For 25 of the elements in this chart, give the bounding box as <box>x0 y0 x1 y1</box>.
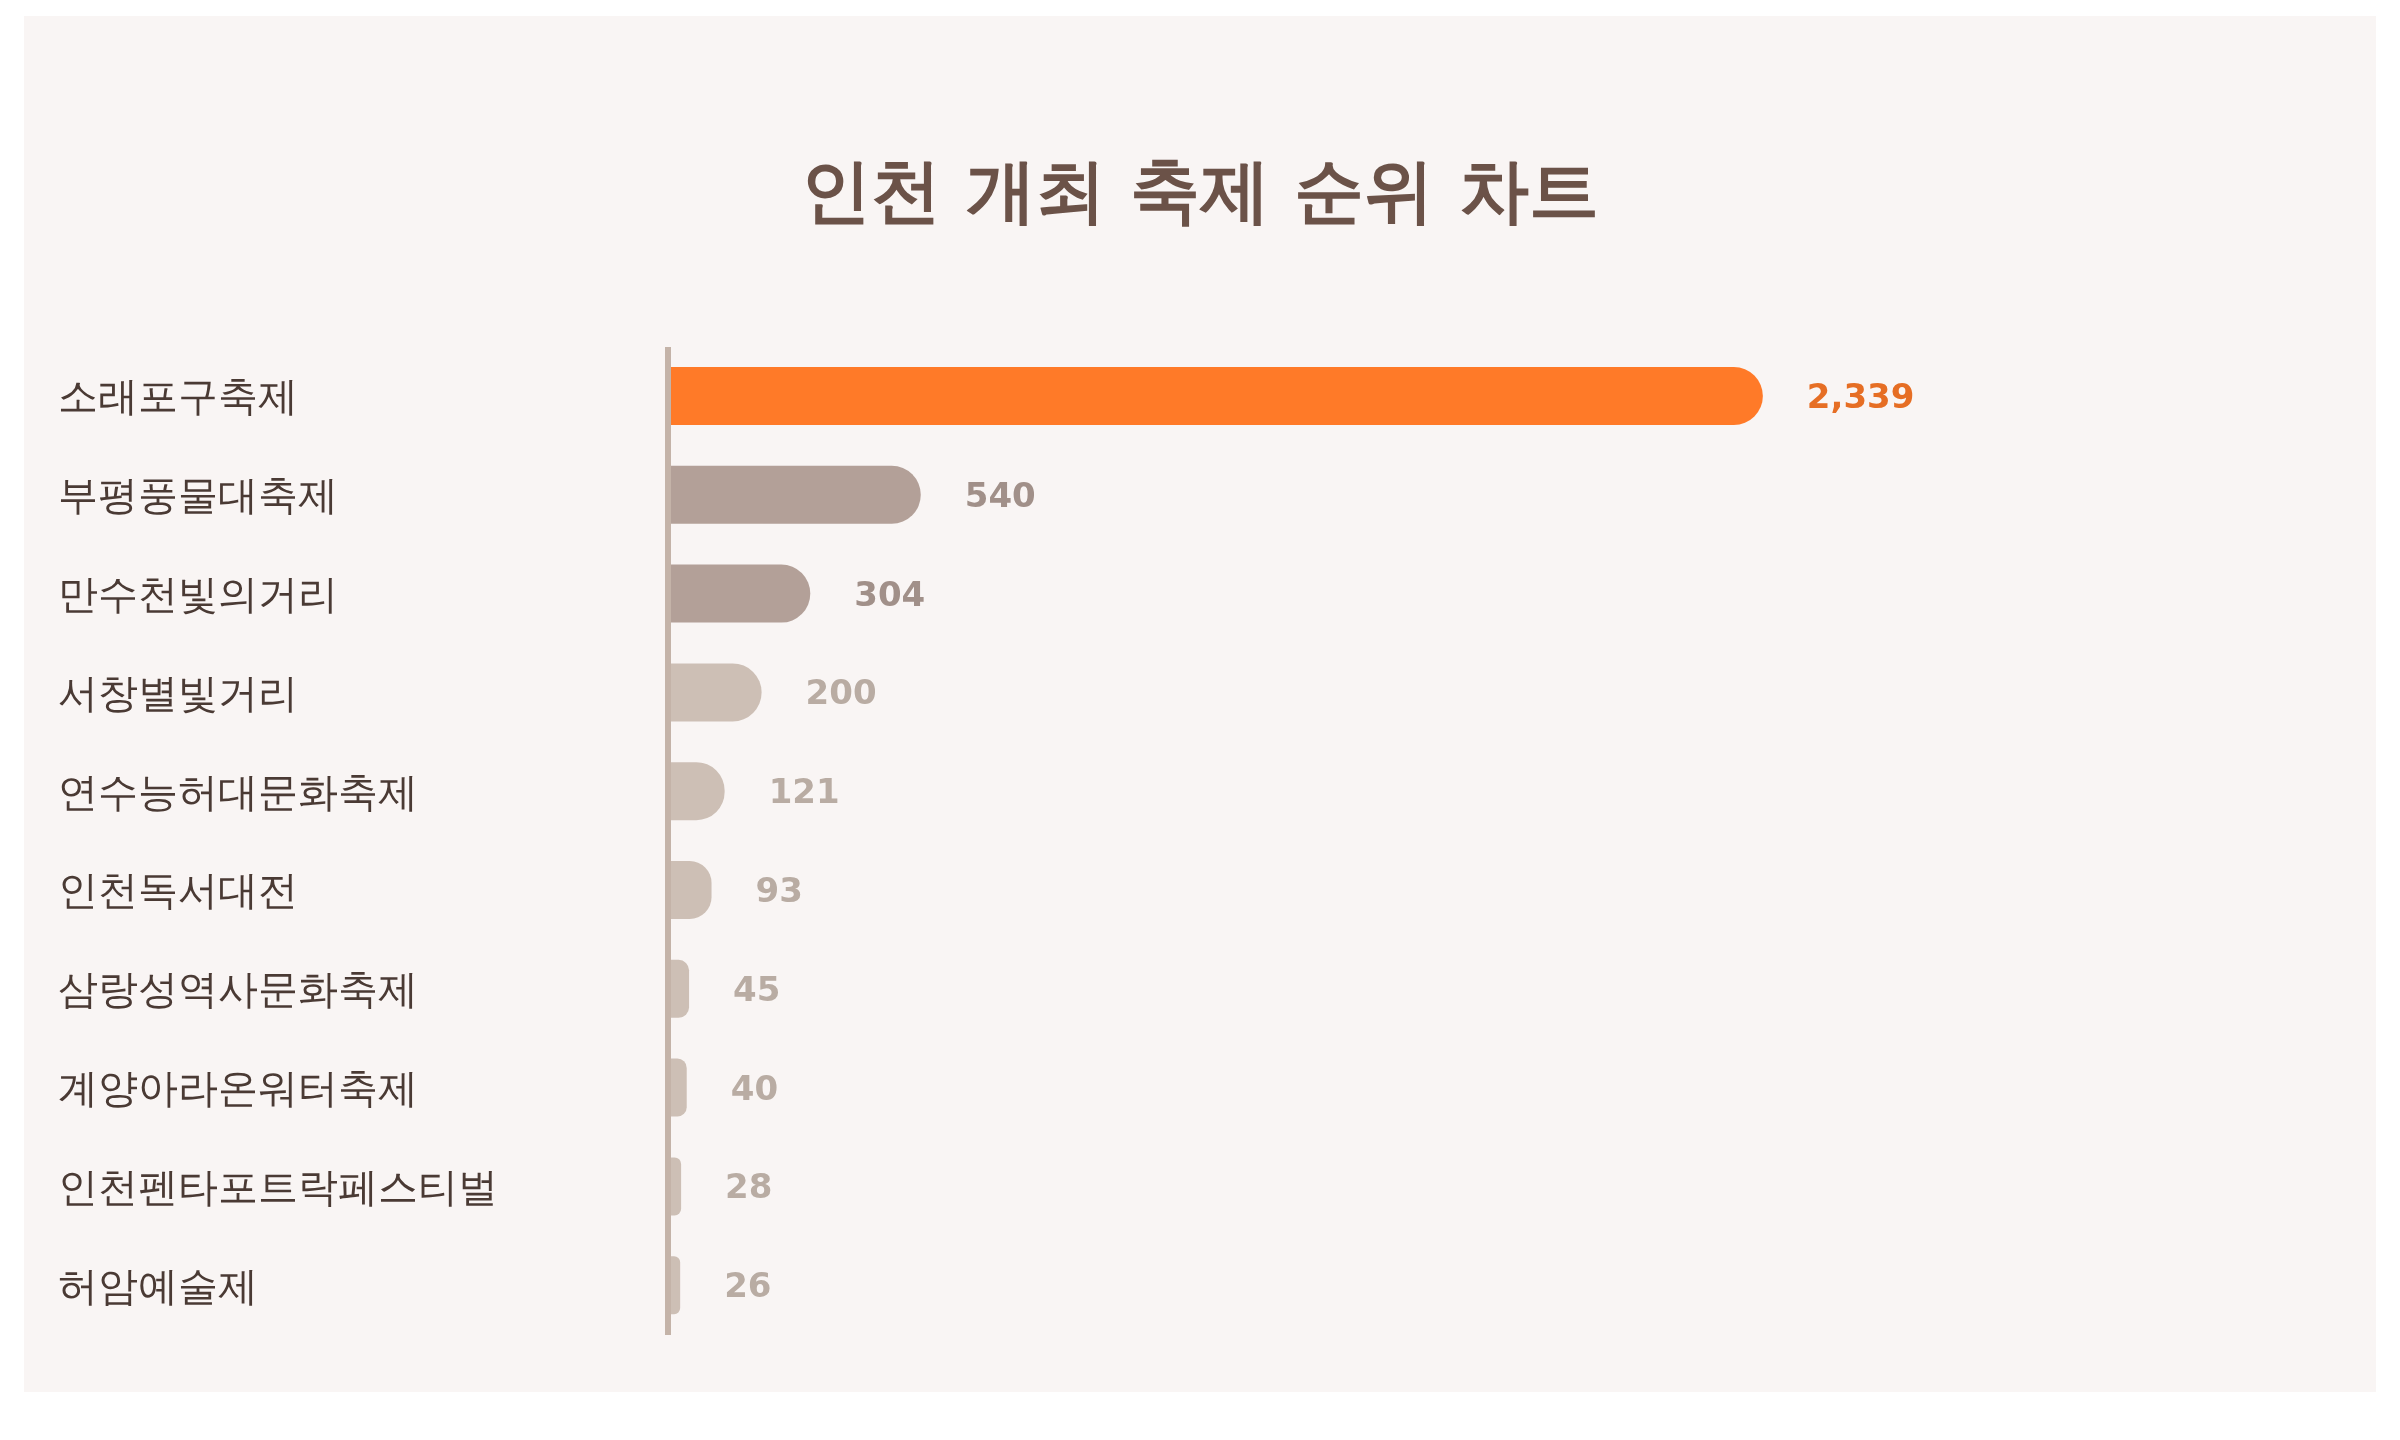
y-tick-label: 인천펜타포트락페스티벌 <box>58 1163 498 1210</box>
y-tick-label: 계양아라온워터축제 <box>58 1065 418 1111</box>
y-tick-label: 소래포구축제 <box>58 373 298 420</box>
bar <box>668 663 762 722</box>
y-tick-label: 서창별빛거리 <box>58 669 298 716</box>
data-label: 304 <box>854 573 926 614</box>
data-label: 26 <box>724 1265 772 1306</box>
data-label: 540 <box>964 474 1036 515</box>
data-label: 2,339 <box>1806 376 1915 416</box>
y-tick-label: 인천독서대전 <box>58 867 298 914</box>
data-label: 200 <box>805 672 877 713</box>
data-label: 45 <box>733 968 781 1009</box>
data-label: 40 <box>730 1067 779 1108</box>
bar <box>668 465 921 524</box>
y-tick-label: 부평풍물대축제 <box>58 472 338 519</box>
data-label: 93 <box>755 870 803 910</box>
y-tick-label: 연수능허대문화축제 <box>58 768 418 815</box>
data-label: 121 <box>768 771 840 812</box>
chart-title: 인천 개최 축제 순위 차트 <box>801 148 1599 234</box>
y-tick-label: 만수천빛의거리 <box>58 571 338 617</box>
data-label: 28 <box>725 1166 773 1207</box>
y-tick-label: 삼랑성역사문화축제 <box>58 966 418 1013</box>
y-tick-label: 허암예술제 <box>58 1262 258 1309</box>
bar <box>668 564 811 623</box>
bar <box>668 367 1763 425</box>
